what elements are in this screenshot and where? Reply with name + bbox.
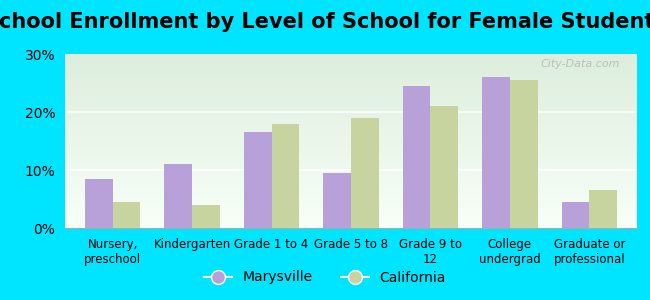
Bar xyxy=(85,179,112,228)
Bar xyxy=(562,202,590,228)
Bar xyxy=(164,164,192,228)
Bar xyxy=(482,77,510,228)
Bar xyxy=(510,80,538,228)
Bar xyxy=(590,190,617,228)
Bar xyxy=(112,202,140,228)
Text: School Enrollment by Level of School for Female Students: School Enrollment by Level of School for… xyxy=(0,12,650,32)
Bar xyxy=(272,124,300,228)
Legend: Marysville, California: Marysville, California xyxy=(198,265,452,290)
Bar xyxy=(192,205,220,228)
Bar xyxy=(351,118,379,228)
Bar xyxy=(323,173,351,228)
Bar xyxy=(430,106,458,228)
Bar xyxy=(244,132,272,228)
Text: City-Data.com: City-Data.com xyxy=(540,59,620,69)
Bar xyxy=(402,86,430,228)
